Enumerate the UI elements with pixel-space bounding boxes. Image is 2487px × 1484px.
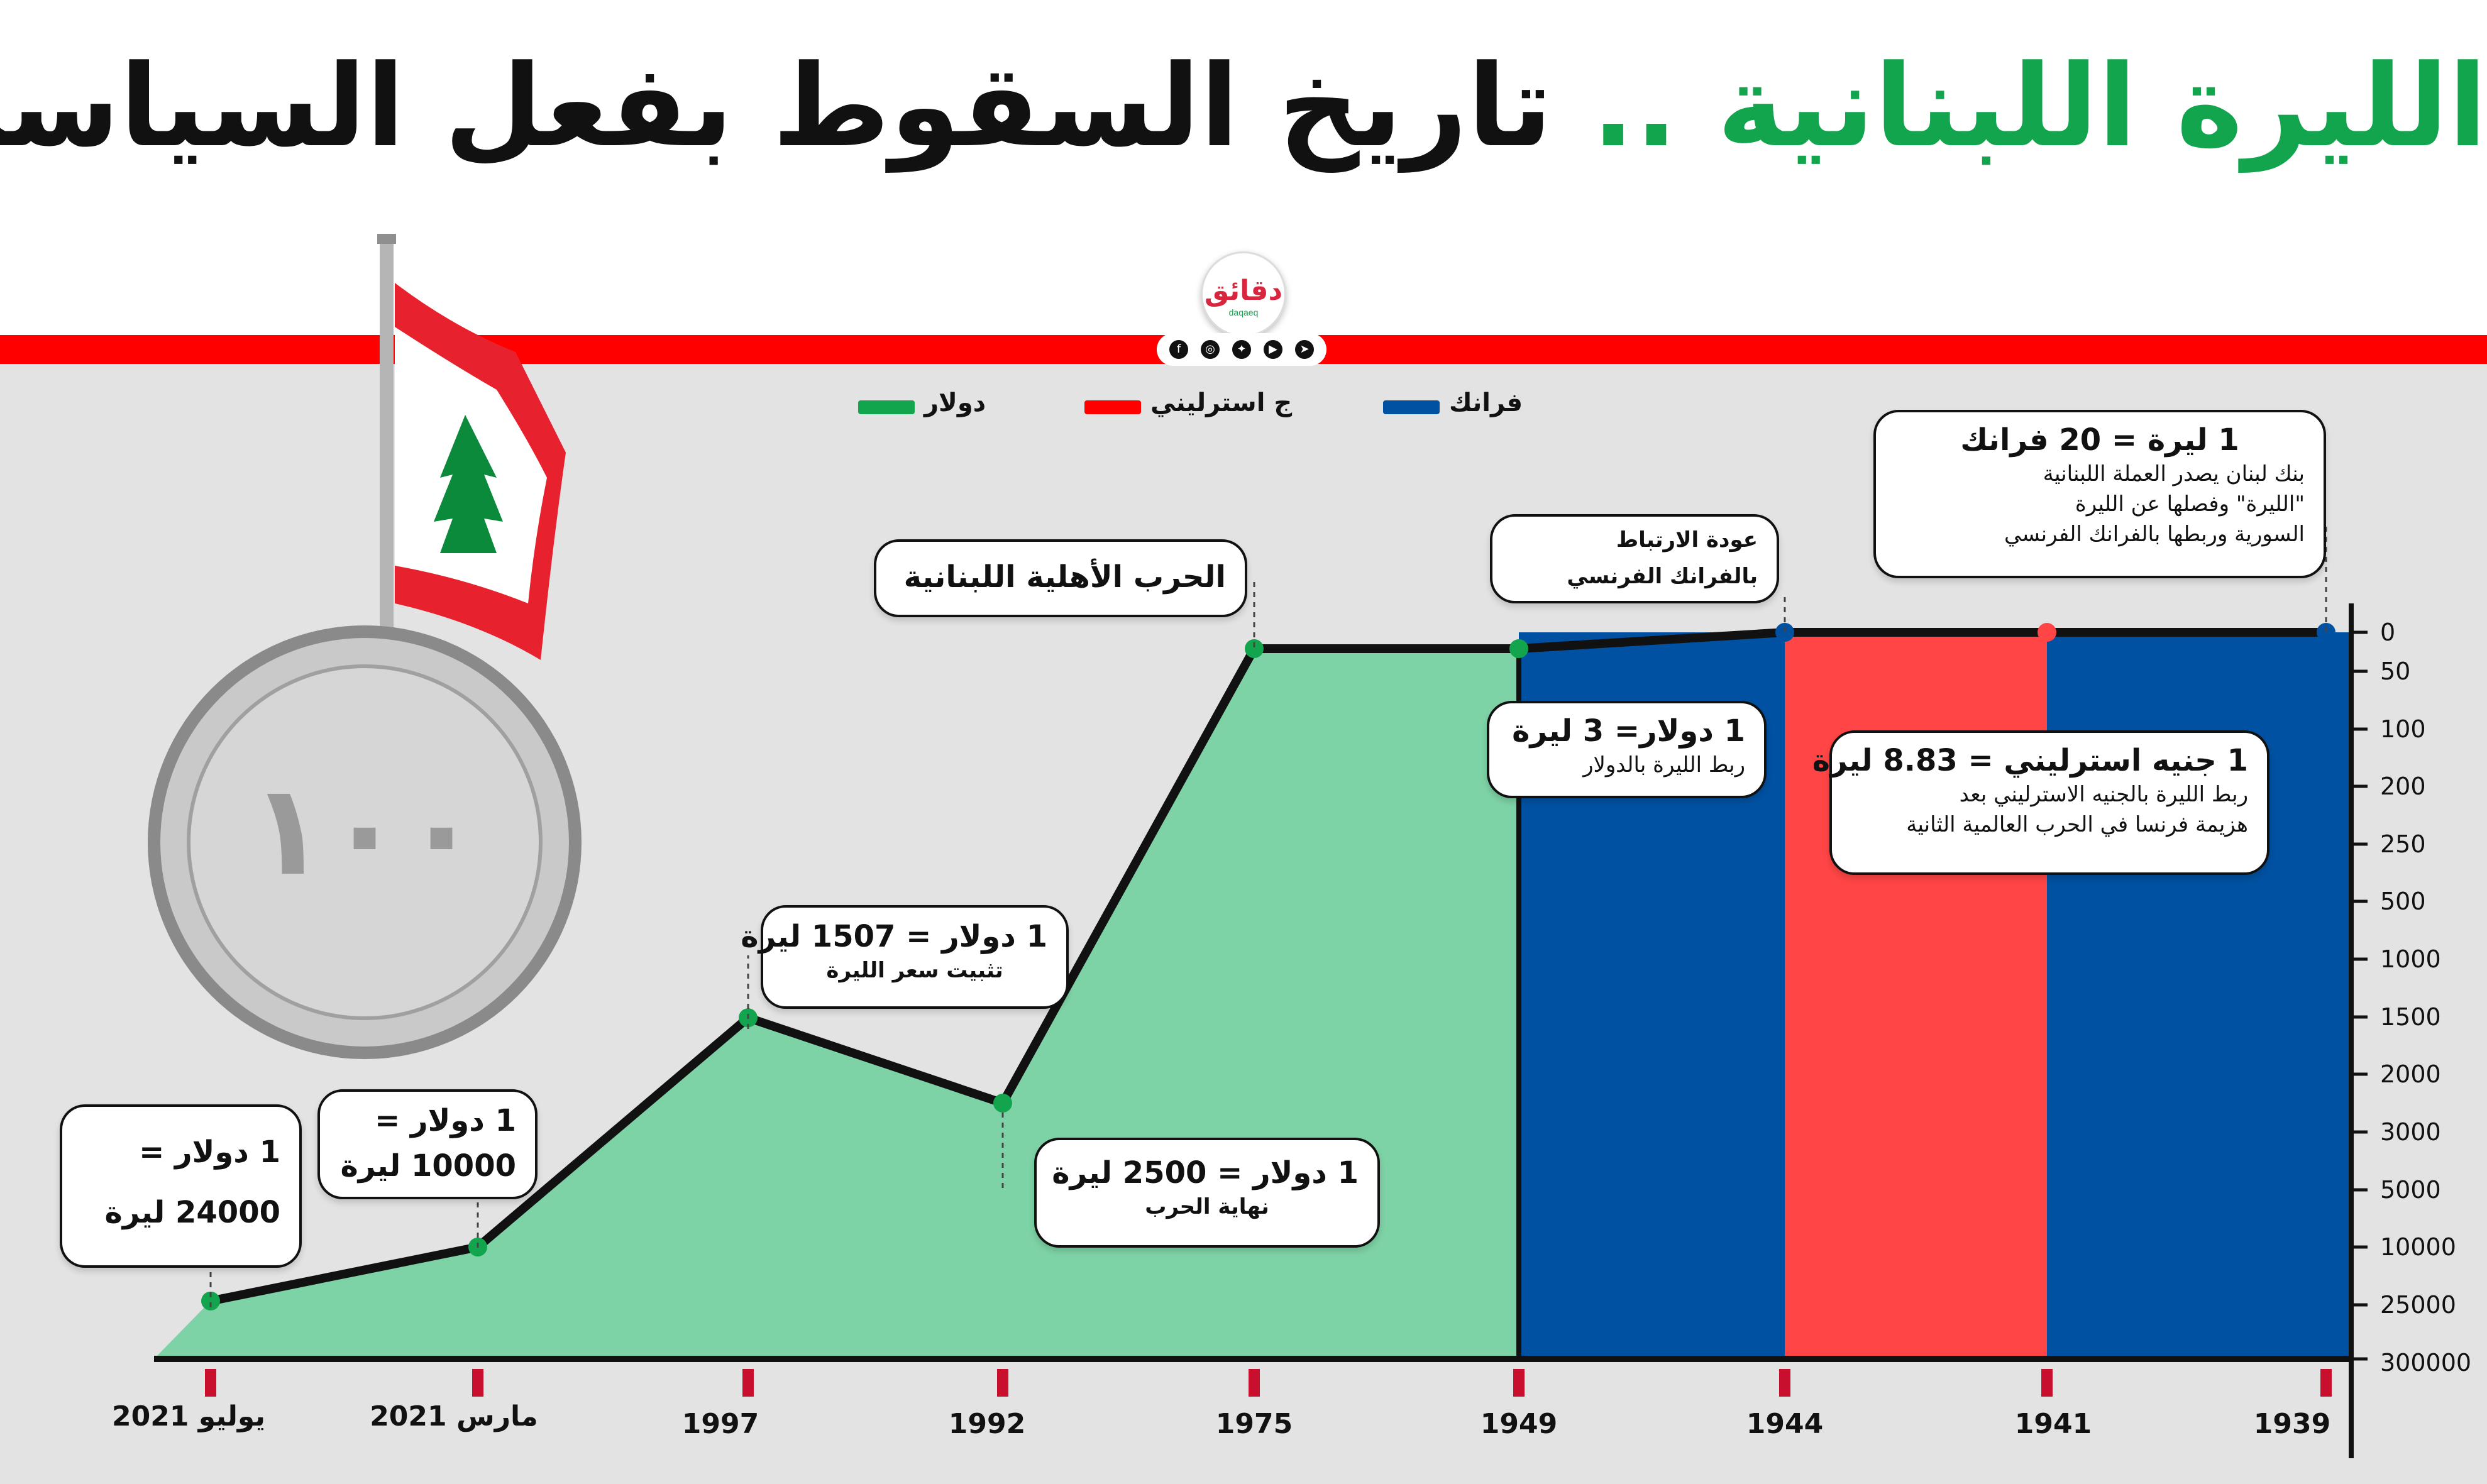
y-tick-label: 3000 <box>2380 1118 2441 1146</box>
brand-logo[interactable]: دقائق daqaeq <box>1201 251 1286 337</box>
annotation-line: 1 دولار = 2500 ليرة <box>1052 1155 1359 1190</box>
data-point <box>1245 639 1264 658</box>
annotation-line: عودة الارتباط <box>1616 527 1758 552</box>
annotation-line: السورية وربطها بالفرانك الفرنسي <box>2004 522 2305 547</box>
legend-swatch-dollar <box>858 400 915 414</box>
annotation-line: ربط الليرة بالجنيه الاسترليني بعد <box>1959 782 2248 807</box>
annotation-1992: 1 دولار = 2500 ليرة نهاية الحرب <box>1034 1138 1380 1248</box>
x-tick-marker <box>1249 1369 1260 1397</box>
annotation-line: تثبيت سعر الليرة <box>826 958 1003 983</box>
annotation-line: 1 دولار = 1507 ليرة <box>741 919 1047 954</box>
annotation-line: بنك لبنان يصدر العملة اللبنانية <box>2043 461 2305 486</box>
lebanese-flag-icon <box>377 234 566 660</box>
annotation-1997: 1 دولار = 1507 ليرة تثبيت سعر الليرة <box>741 905 1069 1009</box>
annotation-line: 1 ليرة = 20 فرانك <box>1960 422 2239 458</box>
annotation-line: 1 دولار = <box>139 1135 280 1170</box>
x-tick-label: 1944 <box>1746 1408 1824 1440</box>
data-point <box>2038 623 2056 642</box>
annotation-1944: عودة الارتباط بالفرانك الفرنسي <box>1490 514 1779 603</box>
annotation-line: الحرب الأهلية اللبنانية <box>903 559 1226 595</box>
annotation-1975: الحرب الأهلية اللبنانية <box>874 539 1247 617</box>
annotation-line: هزيمة فرنسا في الحرب العالمية الثانية <box>1906 812 2248 837</box>
legend-label-franc: فرانك <box>1449 388 1523 417</box>
x-tick-marker <box>742 1369 754 1397</box>
logo-subtext: daqaeq <box>1228 307 1259 317</box>
annotation-march-2021: 1 دولار = 10000 ليرة <box>317 1089 538 1199</box>
legend-label-dollar: دولار <box>924 388 986 417</box>
x-tick-label: 1975 <box>1215 1408 1293 1440</box>
annotation-1941: 1 جنيه استرليني = 8.83 ليرة ربط الليرة ب… <box>1812 730 2269 875</box>
y-tick-label: 25000 <box>2380 1291 2456 1319</box>
y-tick-label: 10000 <box>2380 1233 2456 1261</box>
title-black-part: تاريخ السقوط بفعل السياسة <box>0 41 1553 172</box>
x-tick-label: 1939 <box>2253 1408 2331 1440</box>
y-tick-label: 500 <box>2380 888 2426 915</box>
annotation-1939: 1 ليرة = 20 فرانك بنك لبنان يصدر العملة … <box>1873 410 2326 578</box>
x-tick-label: 1941 <box>2014 1408 2092 1440</box>
data-point <box>1509 639 1528 658</box>
svg-text:١٠٠: ١٠٠ <box>250 757 480 904</box>
annotation-line: ربط الليرة بالدولار <box>1583 752 1745 778</box>
y-tick-label: 1500 <box>2380 1003 2441 1031</box>
logo-text: دقائق <box>1204 275 1283 307</box>
x-tick-label: 1992 <box>948 1408 1026 1440</box>
telegram-icon[interactable]: ➤ <box>1295 340 1314 359</box>
x-tick-label: مارس 2021 <box>370 1400 538 1432</box>
x-tick-marker <box>997 1369 1008 1397</box>
annotation-1949: 1 دولار= 3 ليرة ربط الليرة بالدولار <box>1487 701 1767 798</box>
annotation-line: 10000 ليرة <box>340 1148 516 1184</box>
annotation-line: 1 جنيه استرليني = 8.83 ليرة <box>1812 743 2248 778</box>
y-tick-label: 250 <box>2380 830 2426 858</box>
annotation-line: 1 دولار= 3 ليرة <box>1512 713 1745 749</box>
y-tick-label: 50 <box>2380 657 2411 685</box>
legend-swatch-franc <box>1383 400 1440 414</box>
annotation-line: 24000 ليرة <box>104 1195 280 1230</box>
facebook-icon[interactable]: f <box>1169 340 1188 359</box>
annotation-line: 1 دولار = <box>375 1103 516 1138</box>
data-point <box>201 1291 220 1311</box>
title-green-part: الليرة اللبنانية .. <box>1591 41 2487 172</box>
x-tick-label: 1949 <box>1480 1408 1558 1440</box>
annotation-line: "الليرة" وفصلها عن الليرة <box>2075 492 2305 517</box>
annotation-july-2021: 1 دولار = 24000 ليرة <box>60 1104 302 1268</box>
x-tick-marker <box>472 1369 483 1397</box>
coin-icon: ١٠٠ <box>148 625 582 1059</box>
annotation-line: نهاية الحرب <box>1145 1194 1269 1219</box>
legend-label-sterling: ج استرليني <box>1150 388 1293 417</box>
youtube-icon[interactable]: ▶ <box>1264 340 1282 359</box>
y-tick-label: 200 <box>2380 772 2426 800</box>
annotation-line: بالفرانك الفرنسي <box>1567 564 1758 589</box>
y-tick-label: 5000 <box>2380 1176 2441 1204</box>
x-tick-marker <box>2041 1369 2053 1397</box>
y-tick-label: 1000 <box>2380 945 2441 973</box>
x-tick-label: يوليو 2021 <box>112 1400 265 1432</box>
social-links-bar: f ◎ ✦ ▶ ➤ <box>1157 333 1326 366</box>
x-tick-marker <box>2320 1369 2332 1397</box>
y-tick-label: 2000 <box>2380 1060 2441 1088</box>
y-tick-label: 100 <box>2380 715 2426 743</box>
instagram-icon[interactable]: ◎ <box>1201 340 1220 359</box>
page-title: الليرة اللبنانية .. تاريخ السقوط بفعل ال… <box>0 38 2487 176</box>
data-point <box>993 1094 1012 1113</box>
x-tick-label: 1997 <box>681 1408 759 1440</box>
twitter-icon[interactable]: ✦ <box>1232 340 1251 359</box>
x-tick-marker <box>1779 1369 1790 1397</box>
legend-swatch-sterling <box>1084 400 1141 414</box>
x-tick-marker <box>1513 1369 1525 1397</box>
y-tick-label: 0 <box>2380 618 2396 646</box>
x-tick-marker <box>205 1369 216 1397</box>
y-tick-label: 300000 <box>2380 1349 2472 1377</box>
